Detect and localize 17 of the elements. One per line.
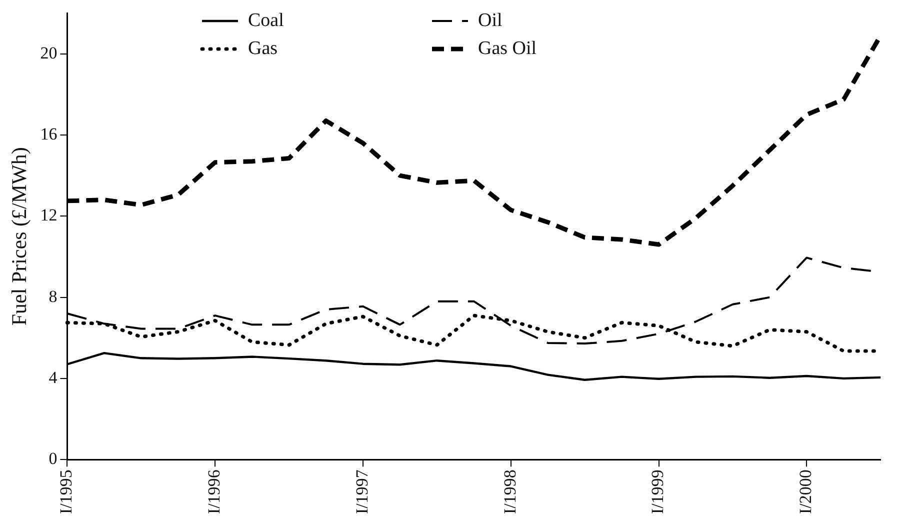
- legend-label: Coal: [248, 10, 284, 32]
- legend-label: Gas Oil: [478, 38, 537, 60]
- legend-label: Gas: [248, 38, 278, 60]
- y-tick-label: 12: [40, 206, 58, 225]
- y-tick-label: 16: [40, 124, 58, 144]
- y-tick-label: 20: [40, 43, 58, 62]
- x-tick-label: I/1997: [352, 469, 372, 514]
- y-tick-label: 0: [48, 449, 58, 468]
- x-tick-label: I/1998: [500, 470, 520, 514]
- y-axis-title: Fuel Prices (£/MWh): [7, 147, 32, 326]
- x-tick-label: I/1996: [204, 470, 224, 514]
- x-tick-label: I/2000: [796, 470, 816, 514]
- x-tick-label: I/1999: [648, 470, 668, 514]
- x-tick-label: I/1995: [56, 470, 76, 514]
- legend-label: Oil: [478, 10, 502, 32]
- y-tick-label: 8: [48, 286, 58, 306]
- y-tick-label: 4: [48, 368, 58, 387]
